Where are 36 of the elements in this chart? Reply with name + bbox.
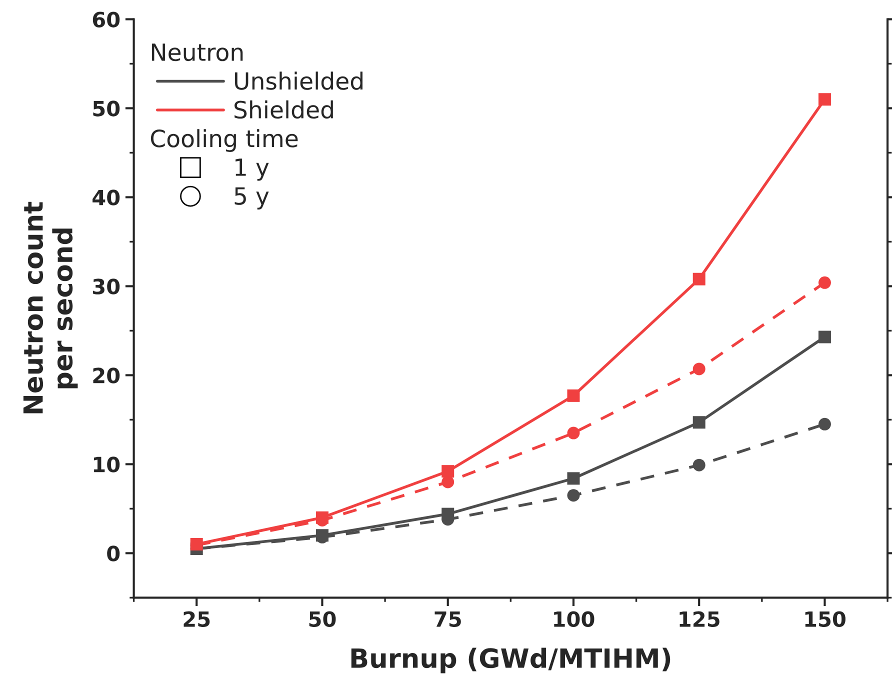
y-tick-label: 50 bbox=[93, 100, 120, 116]
point bbox=[692, 416, 706, 429]
point bbox=[818, 93, 831, 106]
annotation: 1 y bbox=[236, 158, 269, 181]
y-tick-label: 40 bbox=[92, 190, 120, 206]
point bbox=[818, 418, 831, 430]
annotation: Cooling time bbox=[150, 129, 298, 152]
point bbox=[442, 465, 454, 478]
point bbox=[692, 362, 706, 376]
annotation: 5 y bbox=[234, 187, 269, 210]
y-tick-label: 20 bbox=[93, 368, 120, 384]
legend-title: Neutron bbox=[152, 44, 243, 62]
x-tick-label: 75 bbox=[434, 612, 461, 628]
y-tick-label: 10 bbox=[94, 456, 120, 472]
x-tick-label: 150 bbox=[805, 611, 846, 628]
legend-label: Unshielded bbox=[235, 72, 362, 90]
point bbox=[316, 511, 328, 524]
point bbox=[818, 276, 831, 289]
point bbox=[818, 330, 831, 344]
point bbox=[692, 458, 706, 472]
point bbox=[567, 426, 580, 440]
point bbox=[567, 472, 580, 485]
point bbox=[567, 489, 580, 502]
y-tick-label: 30 bbox=[93, 278, 120, 294]
x-axis-title: Burnup (GWd/MTIHM) bbox=[351, 648, 670, 674]
x-tick-label: 50 bbox=[309, 611, 336, 628]
point bbox=[442, 508, 454, 520]
x-tick-label: 125 bbox=[680, 611, 720, 628]
point bbox=[567, 389, 580, 402]
y-tick-label: 60 bbox=[92, 12, 120, 28]
x-tick-label: 25 bbox=[184, 611, 210, 628]
x-tick-label: 100 bbox=[554, 611, 594, 628]
point bbox=[692, 272, 706, 286]
y-tick-label: 0 bbox=[107, 546, 120, 562]
legend-label: Shielded bbox=[234, 100, 333, 119]
y-axis-title: Neutron count per second bbox=[23, 202, 78, 414]
